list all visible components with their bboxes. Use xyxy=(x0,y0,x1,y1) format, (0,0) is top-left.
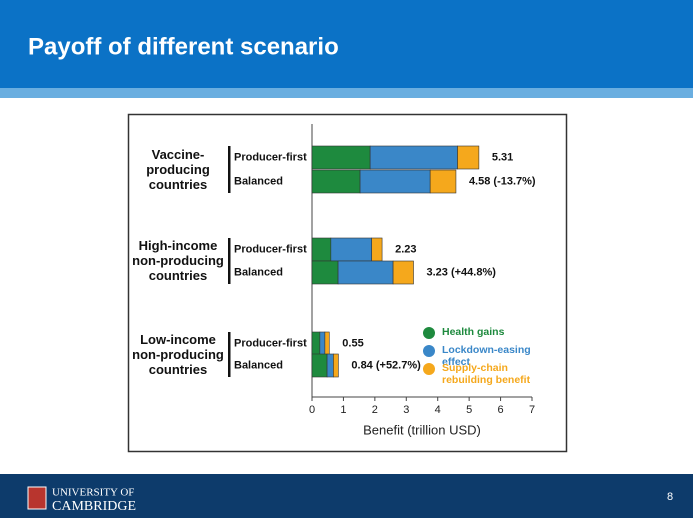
x-tick-label: 4 xyxy=(435,404,441,416)
total-label: 5.31 xyxy=(492,151,513,163)
bar-segment xyxy=(371,237,383,262)
bar-segment xyxy=(369,145,458,170)
group-bracket xyxy=(228,146,231,193)
bar-label: Producer-first xyxy=(234,337,307,349)
legend-swatch xyxy=(423,327,435,339)
bar-segment xyxy=(324,331,330,356)
total-label: 4.58 (-13.7%) xyxy=(469,175,536,187)
bar-label: Producer-first xyxy=(234,243,307,255)
group-label: Low-income non-producing countries xyxy=(132,331,224,377)
bar-label: Producer-first xyxy=(234,151,307,163)
bar-segment xyxy=(311,260,339,285)
footer-band xyxy=(0,474,693,518)
bar-segment xyxy=(311,145,371,170)
bar-segment xyxy=(392,260,414,285)
x-tick-label: 7 xyxy=(529,404,535,416)
legend-swatch xyxy=(423,345,435,357)
x-tick-label: 0 xyxy=(309,404,315,416)
bar-segment xyxy=(311,237,332,262)
group-label: High-income non-producing countries xyxy=(132,238,224,283)
total-label: 3.23 (+44.8%) xyxy=(427,266,497,278)
crest xyxy=(27,486,47,510)
x-tick-label: 2 xyxy=(372,404,378,416)
x-axis-label: Benefit (trillion USD) xyxy=(363,422,481,437)
x-tick-label: 1 xyxy=(340,404,346,416)
bar-label: Balanced xyxy=(234,175,283,187)
x-tick-label: 3 xyxy=(403,404,409,416)
header-strip xyxy=(0,88,693,98)
legend-label: Health gains xyxy=(442,326,505,338)
bar-segment xyxy=(319,331,326,356)
logo-line: UNIVERSITY OF xyxy=(52,487,134,499)
x-tick-label: 5 xyxy=(466,404,472,416)
logo-line: CAMBRIDGE xyxy=(52,499,136,514)
header-band xyxy=(0,0,693,88)
bar-segment xyxy=(311,169,361,194)
legend-label: Lockdown-easing effect xyxy=(442,344,531,368)
bar-segment xyxy=(359,169,431,194)
slide-title: Payoff of different scenario xyxy=(28,33,339,60)
total-label: 0.84 (+52.7%) xyxy=(351,359,421,371)
group-label: Vaccine-producing countries xyxy=(146,146,210,192)
bar-label: Balanced xyxy=(234,359,283,371)
bar-segment xyxy=(311,331,321,356)
bar-label: Balanced xyxy=(234,266,283,278)
total-label: 0.55 xyxy=(342,337,363,349)
bar-segment xyxy=(326,353,334,378)
total-label: 2.23 xyxy=(395,243,416,255)
legend-swatch xyxy=(423,363,435,375)
bar-segment xyxy=(333,353,339,378)
group-bracket xyxy=(228,238,231,284)
legend-label: Supply-chain rebuilding benefit xyxy=(442,362,531,386)
page-number: 8 xyxy=(667,491,673,503)
group-bracket xyxy=(228,332,231,377)
bar-segment xyxy=(311,353,328,378)
bar-segment xyxy=(429,169,457,194)
x-tick-label: 6 xyxy=(498,404,504,416)
chart: 0 1 2 3 4 5 6 7 Benefit (trillion USD) Producer-f… xyxy=(228,124,536,437)
bar-segment xyxy=(457,145,480,170)
bar-segment xyxy=(337,260,394,285)
bar-segment xyxy=(330,237,373,262)
